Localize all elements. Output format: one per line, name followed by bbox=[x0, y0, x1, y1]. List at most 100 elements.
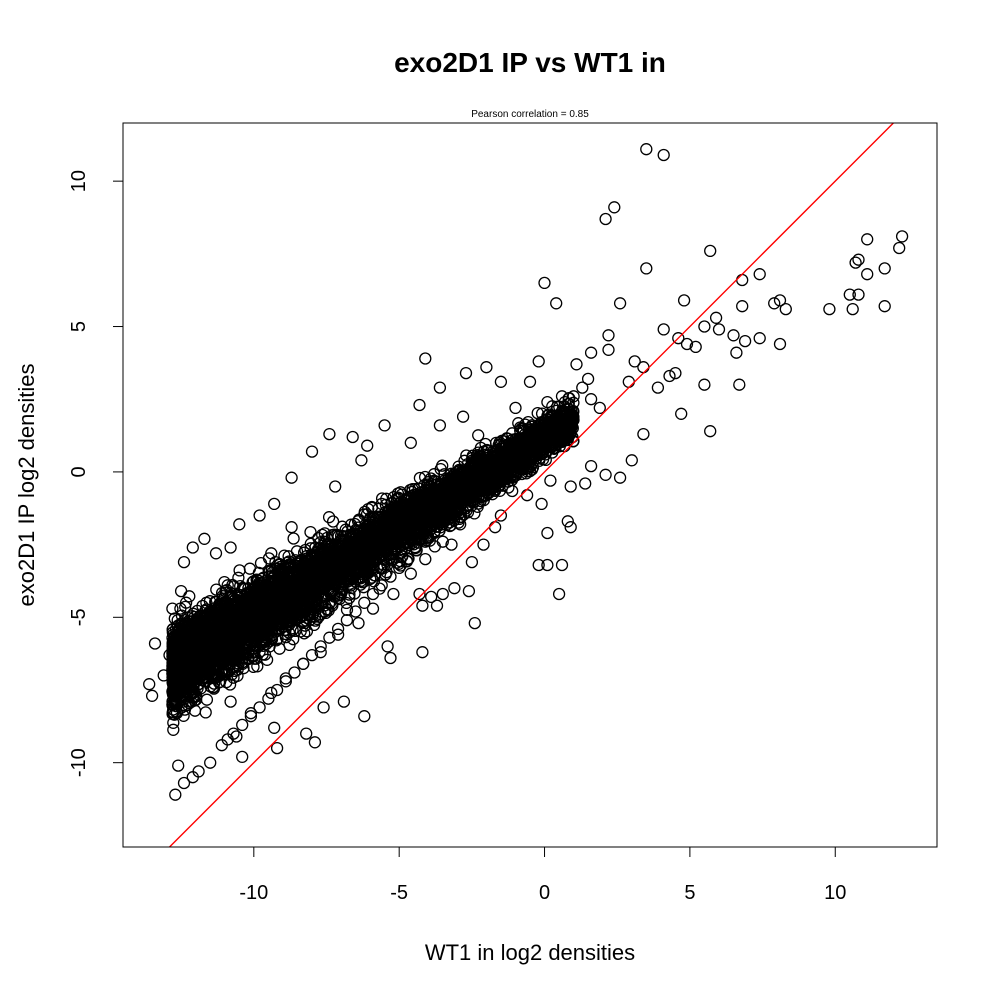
data-point bbox=[677, 294, 691, 307]
data-point bbox=[404, 436, 417, 449]
data-point bbox=[532, 355, 545, 368]
data-point bbox=[237, 582, 250, 595]
data-point bbox=[736, 300, 749, 313]
data-point bbox=[204, 756, 217, 769]
data-point bbox=[167, 723, 180, 736]
data-point bbox=[430, 599, 444, 612]
data-point bbox=[564, 480, 577, 493]
data-point bbox=[366, 602, 380, 615]
data-point bbox=[433, 419, 447, 432]
data-point bbox=[262, 692, 275, 705]
data-point bbox=[200, 693, 214, 706]
data-point bbox=[361, 439, 374, 452]
data-point bbox=[523, 464, 537, 478]
data-point bbox=[570, 358, 583, 371]
data-point bbox=[220, 662, 234, 676]
data-point bbox=[541, 558, 554, 572]
data-point bbox=[328, 528, 341, 541]
data-point bbox=[640, 262, 653, 275]
data-point bbox=[675, 407, 688, 420]
data-point bbox=[613, 471, 627, 484]
data-point bbox=[305, 648, 319, 662]
data-point bbox=[523, 375, 537, 388]
data-point bbox=[532, 558, 545, 572]
data-point bbox=[236, 750, 249, 764]
data-point bbox=[539, 453, 552, 467]
data-point bbox=[480, 361, 493, 374]
data-point bbox=[254, 556, 268, 570]
data-point bbox=[584, 459, 598, 473]
data-point bbox=[243, 562, 257, 575]
data-point bbox=[657, 323, 670, 336]
data-point bbox=[861, 233, 874, 246]
data-point bbox=[494, 375, 508, 388]
data-point bbox=[393, 561, 406, 575]
data-point bbox=[179, 600, 192, 614]
data-point bbox=[852, 253, 865, 266]
data-point bbox=[253, 701, 266, 714]
data-point bbox=[448, 582, 461, 595]
data-point bbox=[768, 297, 781, 310]
data-point bbox=[300, 727, 313, 740]
data-point bbox=[428, 540, 441, 553]
data-point bbox=[317, 701, 330, 714]
data-point bbox=[305, 445, 319, 458]
data-point bbox=[576, 381, 589, 394]
data-point bbox=[436, 587, 449, 601]
data-point bbox=[613, 297, 627, 310]
data-point bbox=[375, 492, 389, 505]
data-point bbox=[489, 453, 503, 466]
data-point bbox=[468, 616, 481, 630]
data-point bbox=[861, 268, 874, 281]
data-point bbox=[637, 427, 650, 441]
data-point bbox=[403, 538, 416, 552]
data-point bbox=[552, 587, 566, 601]
data-point bbox=[419, 552, 432, 566]
data-point bbox=[477, 538, 490, 551]
data-point bbox=[608, 201, 621, 214]
data-point bbox=[321, 579, 334, 592]
data-point bbox=[270, 683, 284, 697]
data-point bbox=[355, 454, 368, 467]
data-point bbox=[244, 710, 258, 723]
data-point bbox=[541, 526, 554, 540]
data-point bbox=[413, 398, 426, 412]
data-point bbox=[323, 427, 336, 441]
data-point bbox=[878, 262, 891, 275]
data-point bbox=[456, 410, 470, 423]
data-point bbox=[753, 268, 766, 281]
data-point bbox=[308, 736, 322, 749]
data-point bbox=[326, 515, 340, 528]
data-point bbox=[433, 381, 447, 394]
data-point bbox=[148, 637, 162, 650]
data-point bbox=[753, 332, 766, 345]
data-point bbox=[206, 606, 220, 619]
data-point bbox=[375, 579, 388, 592]
data-point bbox=[331, 622, 345, 636]
data-point bbox=[416, 599, 429, 612]
data-point bbox=[893, 241, 906, 255]
data-point bbox=[337, 695, 351, 708]
data-point bbox=[352, 616, 365, 630]
data-point bbox=[384, 651, 397, 665]
data-point bbox=[593, 401, 606, 415]
data-point bbox=[773, 337, 787, 351]
data-point bbox=[230, 730, 243, 743]
data-point bbox=[227, 727, 240, 740]
data-point bbox=[524, 423, 538, 437]
data-point bbox=[421, 531, 435, 544]
data-point bbox=[895, 230, 909, 243]
data-point bbox=[281, 556, 294, 569]
data-point bbox=[183, 590, 196, 603]
dense-point-cloud bbox=[166, 392, 580, 736]
data-point bbox=[669, 366, 682, 380]
data-point bbox=[773, 294, 787, 307]
data-point bbox=[346, 430, 359, 444]
data-point bbox=[177, 555, 191, 569]
data-point bbox=[207, 682, 221, 695]
data-point bbox=[168, 696, 181, 709]
data-point bbox=[288, 666, 301, 679]
data-point bbox=[198, 532, 211, 545]
data-point bbox=[145, 689, 159, 702]
